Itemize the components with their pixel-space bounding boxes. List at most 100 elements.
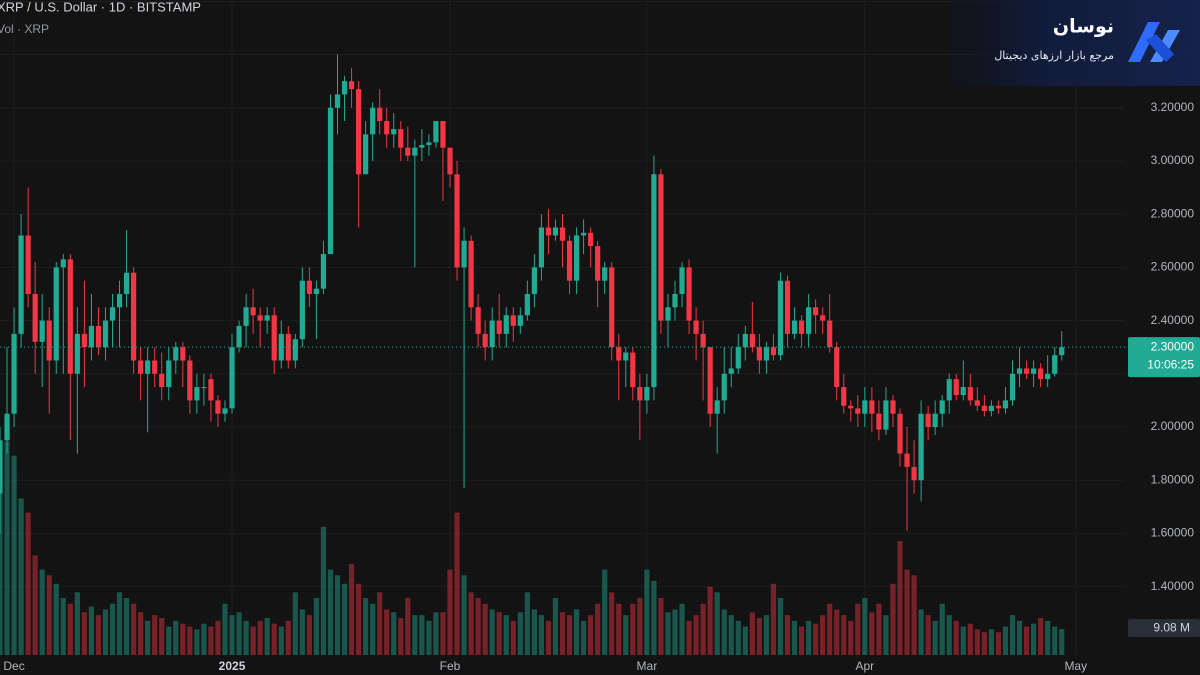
volume-bar [728,615,734,655]
candle-body [116,293,123,308]
volume-bar [145,620,151,655]
candle-body [995,405,1002,409]
volume-bar [426,620,432,655]
volume-bar [306,615,312,655]
candle-body [250,307,256,316]
volume-bar [911,575,917,655]
candle-layer [0,54,1065,534]
candle-body [714,400,720,414]
candle-body [320,254,327,289]
candle-body [573,235,580,281]
volume-bar [370,603,376,655]
x-tick-label: May [1064,659,1087,673]
volume-bar [201,623,207,655]
candle-body [988,405,995,412]
candle-body [1009,373,1016,401]
volume-layer [0,441,1065,655]
candle-body [580,232,587,236]
candle-body [1059,347,1065,356]
volume-bar [180,623,186,655]
candle-body [377,107,383,122]
candle-body [454,174,460,268]
volume-bar [46,575,52,655]
volume-bar [74,592,80,655]
volume-bar [609,592,615,655]
volume-bar [313,598,320,655]
candle-body [53,267,59,361]
volume-bar [897,541,903,655]
volume-bar [630,603,636,655]
volume-bar [1002,626,1009,655]
x-tick-label: Feb [440,659,461,673]
candle-body [651,174,657,388]
candle-body [39,320,45,342]
volume-bar [658,598,664,655]
volume-bar [271,623,277,655]
volume-bar [510,620,516,655]
candle-body [187,360,193,401]
volume-bar [285,620,291,655]
candle-body [102,320,109,348]
volume-bar [138,612,144,655]
volume-bar [327,569,334,655]
volume-bar [405,598,411,655]
candle-body [756,347,762,361]
candle-body [278,333,284,361]
volume-bar [784,615,791,655]
volume-bar [32,555,38,655]
candle-body [1002,400,1009,409]
x-tick-label: Mar [637,659,658,673]
volume-bar [166,626,172,655]
candle-body [693,320,699,334]
volume-bar [152,615,158,655]
candle-body [658,174,664,321]
candle-body [482,333,488,348]
candle-body [588,232,594,247]
candle-body [595,246,601,281]
volume-bar [482,603,488,655]
candle-body [1038,368,1044,380]
candle-body [1023,368,1030,374]
candle-body [412,147,418,156]
candle-body [130,272,137,361]
volume-bar [693,615,699,655]
volume-bar [559,612,566,655]
volume-bar [25,512,31,655]
y-tick-label: 2.00000 [1151,419,1195,433]
volume-bar [602,569,608,655]
candle-body [138,360,144,374]
volume-bar [890,583,896,655]
candle-body [911,466,917,481]
candle-body [292,339,298,361]
candle-body [60,259,66,268]
volume-bar [454,512,460,655]
candle-body [461,240,467,268]
volume-bar [391,612,397,655]
candle-body [820,315,826,321]
candle-body [862,400,868,414]
volume-bar [236,612,242,655]
x-tick-label: Apr [856,659,875,673]
candle-body [749,333,755,348]
volume-bar [53,583,59,655]
volume-bar [1052,626,1058,655]
volume-bar [791,620,798,655]
candle-body [552,227,559,236]
candle-body [299,280,305,340]
volume-bar [595,603,601,655]
candle-body [334,94,341,108]
candle-body [834,347,840,388]
volume-bar [777,598,784,655]
candle-body [468,240,474,308]
volume-bar [580,620,587,655]
volume-bar [517,612,523,655]
candle-body [1016,368,1023,374]
volume-bar [953,620,959,655]
volume-bar [299,609,305,655]
volume-bar [588,615,594,655]
volume-bar [412,615,418,655]
volume-bar [1059,629,1065,655]
volume-bar [981,632,987,655]
y-tick-label: 2.40000 [1151,313,1195,327]
candle-body [770,347,777,356]
